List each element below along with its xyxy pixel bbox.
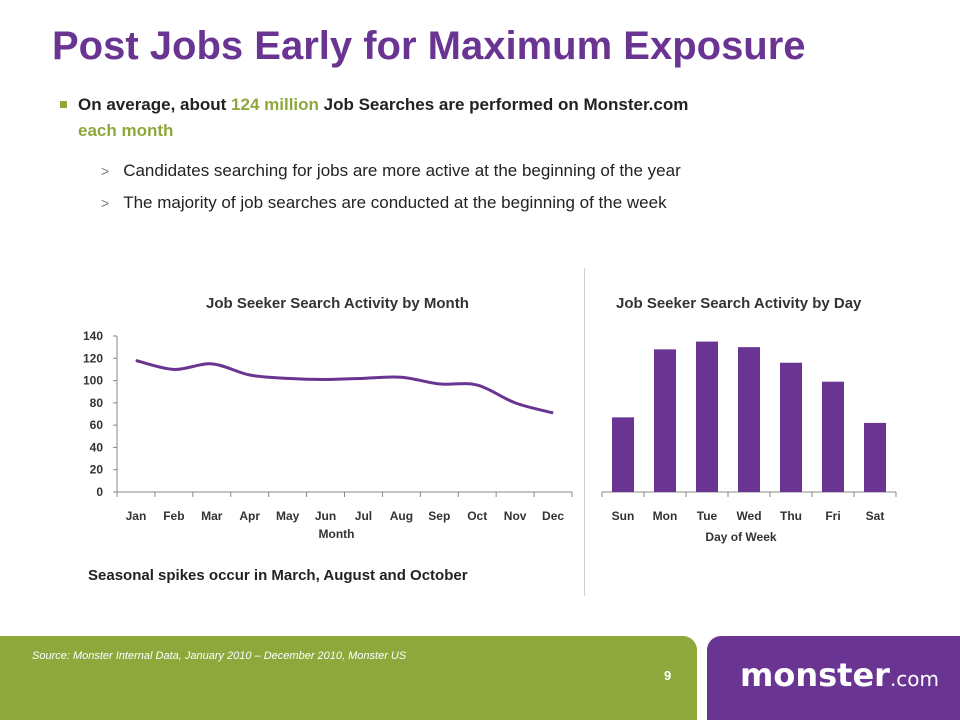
x-tick-label: Mon (653, 509, 678, 523)
x-tick-label: Sep (428, 509, 450, 523)
y-tick-label: 40 (90, 440, 104, 454)
bullet-square-icon (60, 101, 67, 108)
bar-thu (780, 362, 802, 492)
footer-bar-purple (707, 636, 960, 720)
x-tick-label: Thu (780, 509, 802, 523)
data-point-dec (552, 412, 554, 414)
sub-bullet-text: Candidates searching for jobs are more a… (123, 161, 681, 180)
sub-bullet-arrow-icon: > (101, 195, 110, 211)
x-tick-label: Wed (736, 509, 761, 523)
sub-bullet-1: > Candidates searching for jobs are more … (101, 161, 681, 181)
data-point-may (287, 377, 289, 379)
y-tick-label: 120 (83, 351, 103, 365)
data-point-oct (476, 384, 478, 386)
y-tick-label: 60 (90, 418, 104, 432)
sub-bullet-2: > The majority of job searches are conduc… (101, 193, 667, 213)
x-tick-label: Aug (390, 509, 413, 523)
x-tick-label: Jan (126, 509, 147, 523)
data-point-jun (325, 378, 327, 380)
x-tick-label: Apr (239, 509, 260, 523)
x-tick-label: Tue (697, 509, 718, 523)
source-note: Source: Monster Internal Data, January 2… (32, 650, 407, 662)
y-tick-label: 20 (90, 463, 104, 477)
data-point-jan (135, 360, 137, 362)
x-tick-label: Jun (315, 509, 336, 523)
x-tick-label: Jul (355, 509, 372, 523)
x-tick-label: Dec (542, 509, 564, 523)
bar-sun (612, 417, 634, 492)
month-chart: 0 20 40 60 80 100 120 140 Jan Feb Mar Apr May Jun Jul A… (83, 329, 573, 541)
chart-divider (584, 268, 585, 596)
month-chart-title: Job Seeker Search Activity by Month (206, 295, 469, 312)
bar-wed (738, 347, 760, 492)
data-point-nov (514, 402, 516, 404)
x-tick-label: Fri (825, 509, 840, 523)
x-tick-label: Sun (612, 509, 635, 523)
data-point-aug (400, 376, 402, 378)
data-point-jul (362, 377, 364, 379)
chart-caption: Seasonal spikes occur in March, August a… (88, 567, 468, 584)
page-number: 9 (664, 668, 672, 683)
bullet-prefix: On average, about (78, 95, 232, 114)
data-point-apr (249, 374, 251, 376)
day-chart-title: Job Seeker Search Activity by Day (616, 295, 862, 312)
y-tick-label: 140 (83, 329, 103, 343)
x-axis-title: Day of Week (705, 530, 776, 544)
y-tick-label: 0 (96, 485, 103, 499)
sub-bullet-text: The majority of job searches are conduct… (123, 193, 667, 212)
sub-bullet-arrow-icon: > (101, 163, 110, 179)
monster-logo: monster.com (740, 656, 940, 694)
x-axis-title: Month (319, 527, 355, 541)
data-point-feb (173, 368, 175, 370)
bullet-highlight-amount: 124 million (231, 95, 319, 114)
bar-tue (696, 341, 718, 492)
bar-fri (822, 381, 844, 492)
main-bullet: On average, about 124 million Job Search… (60, 92, 880, 144)
x-tick-label: Oct (467, 509, 487, 523)
slide-title: Post Jobs Early for Maximum Exposure (52, 24, 806, 68)
x-tick-label: Sat (866, 509, 885, 523)
bullet-middle: Job Searches are performed on Monster.co… (318, 95, 689, 114)
day-chart: Sun Mon Tue Wed Thu Fri Sat Day of Week (601, 341, 897, 544)
x-tick-label: Feb (163, 509, 184, 523)
x-tick-label: May (276, 509, 300, 523)
y-tick-label: 100 (83, 374, 103, 388)
bullet-highlight-frequency: each month (78, 121, 174, 140)
series-line-month (135, 359, 554, 415)
x-tick-label: Mar (201, 509, 223, 523)
bar-sat (864, 422, 886, 492)
data-point-sep (438, 383, 440, 385)
bar-mon (654, 349, 676, 492)
data-point-mar (211, 363, 213, 365)
footer-bar-green (0, 636, 697, 720)
main-bullet-text: On average, about 124 million Job Search… (78, 92, 880, 144)
y-tick-label: 80 (90, 396, 104, 410)
x-tick-label: Nov (504, 509, 527, 523)
